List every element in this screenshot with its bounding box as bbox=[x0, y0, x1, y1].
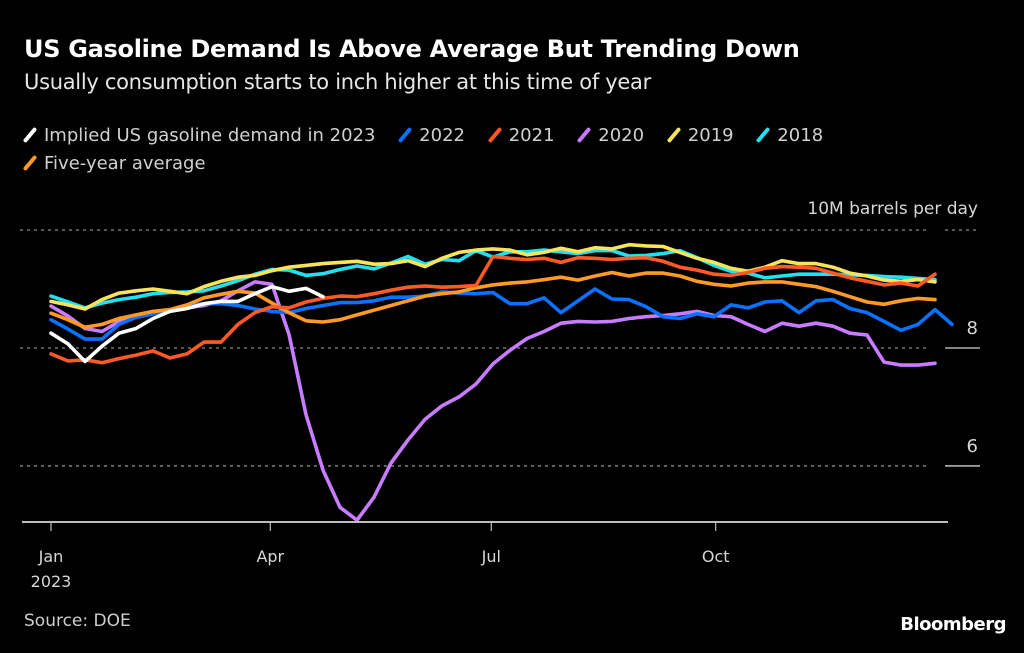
legend-label: 2021 bbox=[508, 124, 555, 146]
x-tick-label: Oct bbox=[702, 547, 730, 566]
legend-item-2019: 2019 bbox=[666, 121, 734, 149]
series-line-2020 bbox=[49, 280, 937, 523]
y-tick-label: 6 bbox=[967, 436, 978, 457]
x-tick-label: Jan bbox=[38, 547, 64, 566]
legend: Implied US gasoline demand in 2023 2022 … bbox=[22, 121, 974, 177]
x-tick-sublabel: 2023 bbox=[31, 572, 72, 591]
legend-label: Five-year average bbox=[44, 152, 206, 174]
legend-item-2021: 2021 bbox=[487, 121, 555, 149]
legend-item-2018: 2018 bbox=[756, 121, 824, 149]
y-axis-ticks: 86 bbox=[967, 318, 978, 457]
legend-item-five-year-average: Five-year average bbox=[22, 149, 206, 177]
series-lines bbox=[49, 242, 954, 523]
legend-label: Implied US gasoline demand in 2023 bbox=[44, 124, 376, 146]
legend-item-2023: Implied US gasoline demand in 2023 bbox=[22, 121, 376, 149]
x-axis: Jan 2023 Apr Jul Oct bbox=[22, 521, 948, 591]
gridlines bbox=[20, 229, 980, 467]
series-line-2021 bbox=[49, 254, 937, 365]
legend-label: 2020 bbox=[598, 124, 645, 146]
legend-item-2022: 2022 bbox=[397, 121, 465, 149]
x-tick-label: Jul bbox=[481, 547, 501, 566]
source-note: Source: DOE bbox=[24, 611, 131, 631]
legend-label: 2018 bbox=[777, 124, 824, 146]
legend-label: 2022 bbox=[419, 124, 465, 146]
bloomberg-logo: Bloomberg bbox=[900, 614, 1006, 635]
x-tick-label: Apr bbox=[256, 547, 284, 566]
y-tick-label: 8 bbox=[967, 318, 978, 339]
series-line-implied-us-gasoline-demand-in-2023 bbox=[49, 284, 325, 364]
series-line-2022 bbox=[49, 287, 954, 341]
y-axis-unit-label: 10M barrels per day bbox=[807, 199, 978, 219]
chart-subtitle: Usually consumption starts to inch highe… bbox=[24, 70, 651, 94]
series-line-five-year-average bbox=[49, 270, 937, 330]
series-line-2019 bbox=[49, 242, 937, 311]
chart-title: US Gasoline Demand Is Above Average But … bbox=[24, 35, 800, 63]
legend-label: 2019 bbox=[687, 124, 734, 146]
legend-item-2020: 2020 bbox=[576, 121, 645, 149]
